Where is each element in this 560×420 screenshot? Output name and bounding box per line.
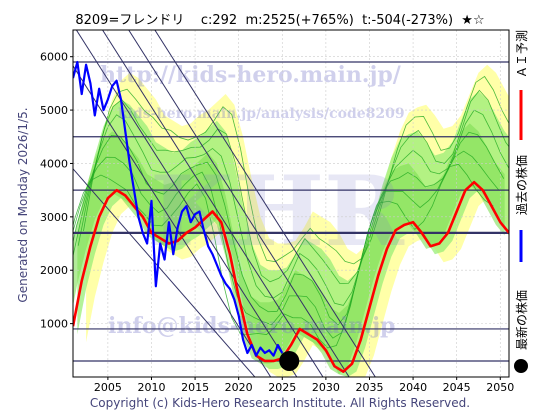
- copyright-text: Copyright (c) Kids-Hero Research Institu…: [89, 396, 471, 410]
- legend-ai-forecast-label: ＡＩ予測: [515, 30, 529, 78]
- x-tick-label: 2040: [399, 381, 427, 394]
- past-price-line: [73, 60, 284, 357]
- projection-line: [73, 150, 499, 339]
- legend-latest-price-label: 最新の株価: [514, 290, 529, 350]
- band-green-1: [77, 91, 509, 377]
- projection-line: [73, 131, 505, 326]
- watermark-big-text: KHR: [150, 155, 405, 268]
- latest-price-dot: [279, 350, 300, 371]
- y-tick-label: 6000: [40, 51, 68, 64]
- x-tick-label: 2050: [486, 381, 514, 394]
- trend-channel-line: [128, 30, 350, 377]
- x-tick-label: 2005: [94, 381, 122, 394]
- watermark-email-text: info@kids-hero.main.jp: [108, 313, 395, 339]
- x-tick-label: 2045: [443, 381, 471, 394]
- legend-past-price-label: 過去の株価: [514, 155, 529, 215]
- trend-channel-line: [75, 30, 298, 377]
- trend-channel-line: [101, 30, 324, 377]
- watermark-analysis-text: kids-hero.main.jp/analysis/code8209: [118, 106, 405, 122]
- band-green-2: [73, 123, 505, 375]
- y-tick-label: 2000: [40, 264, 68, 277]
- x-tick-label: 2030: [312, 381, 340, 394]
- trend-channel-line: [73, 64, 272, 377]
- plot-frame: [72, 29, 510, 378]
- trend-channel-line: [73, 168, 256, 377]
- watermark-url-text: http://kids-hero.main.jp/: [100, 62, 402, 88]
- legend-latest-price-dot: [514, 359, 528, 373]
- y-tick-label: 1000: [40, 318, 68, 331]
- y-tick-label: 4000: [40, 157, 68, 170]
- x-tick-label: 2035: [355, 381, 383, 394]
- projection-line: [73, 163, 494, 349]
- y-tick-label: 3000: [40, 211, 68, 224]
- y-tick-label: 5000: [40, 104, 68, 117]
- x-tick-label: 2010: [137, 381, 165, 394]
- projection-line: [73, 109, 509, 306]
- x-tick-label: 2025: [268, 381, 296, 394]
- ai-forecast-line: [73, 180, 509, 373]
- plot-content: KHR http://kids-hero.main.jp/kids-hero.ma…: [73, 30, 509, 377]
- trend-channel-line: [154, 30, 376, 377]
- x-tick-label: 2020: [225, 381, 253, 394]
- projection-line: [83, 75, 509, 265]
- chart-title: 8209=フレンドリ c:292 m:2525(+765%) t:-504(-2…: [75, 13, 485, 28]
- x-tick-label: 2015: [181, 381, 209, 394]
